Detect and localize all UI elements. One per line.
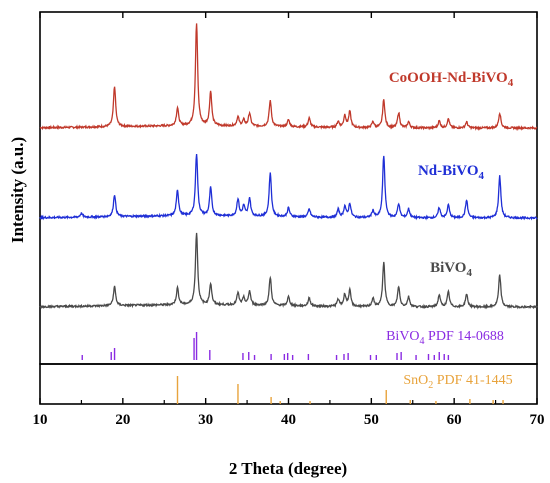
x-tick-label: 10 — [33, 412, 48, 428]
series-trace-2 — [39, 154, 538, 221]
reference-label-2: SnO2 PDF 41-1445 — [403, 373, 512, 391]
series-label-1: CoOOH-Nd-BiVO4 — [389, 70, 514, 89]
x-axis-ticks: 10 20 30 40 50 60 70 — [33, 12, 545, 428]
series-labels: CoOOH-Nd-BiVO4 Nd-BiVO4 BiVO4 — [389, 70, 514, 279]
series-label-2: Nd-BiVO4 — [418, 163, 485, 182]
x-tick-label: 40 — [281, 412, 296, 428]
x-tick-label: 20 — [115, 412, 130, 428]
series-layer — [39, 23, 538, 310]
series-trace-1 — [39, 23, 538, 132]
x-tick-label: 60 — [447, 412, 462, 428]
y-axis-title: Intensity (a.u.) — [8, 137, 27, 243]
x-tick-label: 70 — [530, 412, 545, 428]
reference-layer: BiVO4 PDF 14-0688 SnO2 PDF 41-1445 — [81, 329, 513, 404]
x-tick-label: 50 — [364, 412, 379, 428]
reference-label-1: BiVO4 PDF 14-0688 — [386, 329, 504, 347]
x-tick-label: 30 — [198, 412, 213, 428]
series-label-3: BiVO4 — [430, 260, 472, 279]
plot-frame-main — [39, 11, 538, 365]
x-axis-title: 2 Theta (degree) — [229, 459, 347, 478]
series-trace-3 — [39, 232, 538, 310]
